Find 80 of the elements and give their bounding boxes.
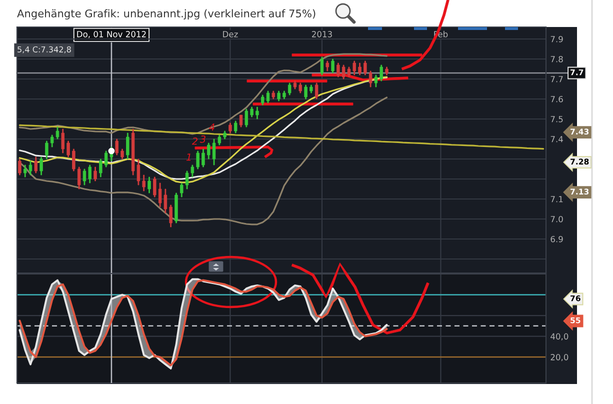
y-tick-label: 7.5 [550,116,563,122]
candlestick [277,90,280,102]
candlestick [385,66,388,76]
candlestick [358,62,362,76]
candlestick [23,164,27,178]
candlestick [207,142,210,160]
candlestick [148,176,151,194]
candlestick [266,90,270,104]
candlestick [34,156,38,174]
y-tick-label: 40,0 [550,333,568,340]
x-tick-label: 2013 [312,31,332,38]
candlestick [293,80,297,90]
candlestick [45,140,48,160]
candlestick [99,158,102,178]
candlestick [88,164,92,184]
candlestick [368,70,372,88]
annotation: 3 [200,135,206,143]
candlestick [336,62,340,78]
candlestick [239,114,243,128]
candlestick [250,106,254,118]
candlestick [272,90,276,100]
candlestick [72,148,76,172]
candlestick [120,148,124,160]
candlestick [153,176,156,198]
y-tick-label: 7.6 [550,96,563,102]
y-tick-label: 7.7 [550,76,563,82]
candlestick [374,74,378,88]
candlestick [202,148,205,168]
y-tick-label: 20,0 [550,354,568,362]
annotation: 1 [186,154,191,161]
candlestick [282,90,286,100]
candlestick [256,106,259,120]
candlestick [244,108,248,128]
candlestick [228,122,232,134]
candlestick [56,126,60,140]
candlestick [380,64,383,82]
candlestick [174,192,178,224]
y-tick-label: 7.0 [550,216,563,222]
candlestick [352,60,356,76]
chart-title: Angehängte Grafik: unbenannt.jpg (verkleinert auf 75%) [17,9,316,20]
candlestick [61,128,64,154]
line-series [18,96,388,226]
annotation: 2 [192,137,198,145]
y-tick-label: 7.8 [550,56,563,62]
candlestick [180,182,184,198]
annotation: 5,4 C:7.342,8 [18,46,71,54]
candlestick [320,56,324,76]
candlestick [50,134,54,148]
candlestick [18,158,22,176]
candlestick [223,130,226,140]
candlestick [310,84,313,94]
candlestick [142,174,146,192]
candlestick [66,140,70,158]
line-series [18,124,544,150]
candlestick [77,166,81,190]
candlestick [126,132,130,160]
candlestick [196,150,200,170]
candlestick [364,60,367,76]
candlestick [115,138,118,156]
candlestick [326,60,329,72]
x-tick-label: Do, 01 Nov 2012 [77,31,146,38]
candlestick [288,82,292,96]
y-tick-label: 7.1 [550,196,563,202]
annotation: 4 [209,124,214,131]
candlestick [314,82,318,100]
candlestick [94,166,97,182]
candlestick [304,84,308,100]
y-tick-label: 7.4 [550,136,563,142]
x-tick-label: Dez [223,31,238,38]
candlestick [82,168,86,186]
candlestick [169,204,172,228]
candlestick [331,58,334,74]
y-tick-label: 7.9 [550,36,563,42]
candlestick [28,160,32,176]
line-series [18,53,388,135]
candlestick [260,94,264,106]
candlestick [298,82,302,94]
y-tick-label: 6.9 [550,236,563,242]
candlestick [40,156,43,176]
candlestick [234,120,238,134]
